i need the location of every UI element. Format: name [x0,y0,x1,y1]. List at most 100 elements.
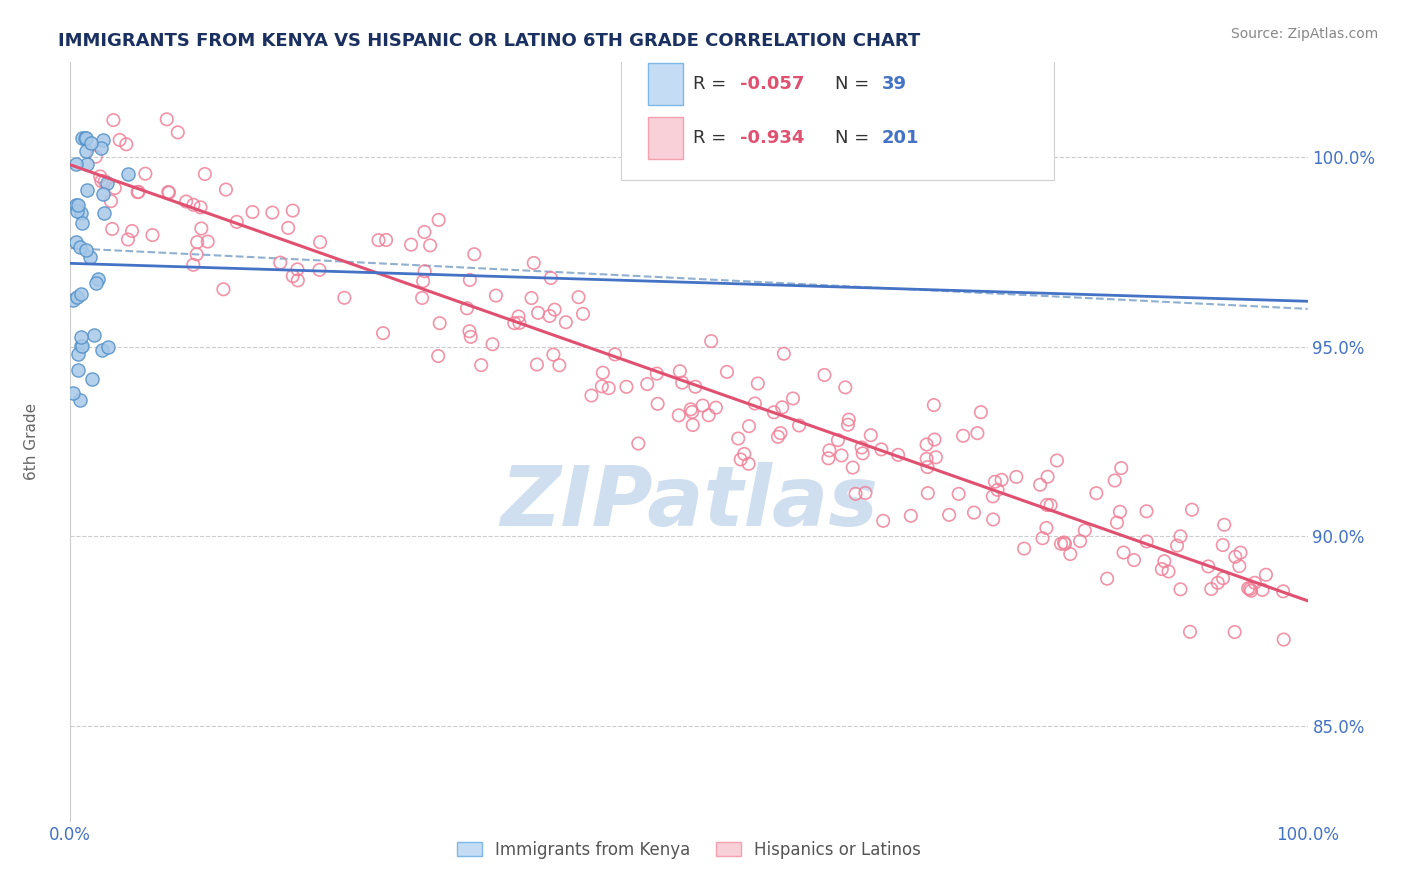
Point [309,235,332,250]
Point [1112,545,1135,559]
Point [69,240,91,254]
Point [1212,571,1234,585]
Text: R =: R = [693,129,731,147]
Point [1199,582,1222,596]
Point [1012,541,1035,556]
Point [603,347,626,361]
Point [80,136,103,150]
Point [215,183,238,197]
Point [598,381,620,395]
Text: IMMIGRANTS FROM KENYA VS HISPANIC OR LATINO 6TH GRADE CORRELATION CHART: IMMIGRANTS FROM KENYA VS HISPANIC OR LAT… [58,32,920,50]
Point [1223,625,1246,640]
Point [84,150,107,164]
Point [769,426,792,441]
Point [287,273,309,287]
Point [186,235,208,249]
Point [375,233,398,247]
Point [108,133,131,147]
Point [429,316,451,330]
Point [96,176,118,190]
Point [66,203,89,218]
Point [567,290,589,304]
Point [485,288,508,302]
Point [458,324,481,338]
Point [463,247,485,261]
Point [548,358,571,372]
Point [399,237,422,252]
Point [572,307,595,321]
Point [730,452,752,467]
Point [1085,486,1108,500]
Point [938,508,960,522]
Point [87,271,110,285]
Point [411,291,433,305]
Point [948,487,970,501]
Point [704,401,727,415]
Point [636,377,658,392]
Point [69,287,91,301]
Point [104,181,127,195]
Point [716,365,738,379]
Point [700,334,723,348]
Point [770,401,793,415]
Point [827,433,849,447]
Point [333,291,356,305]
Point [75,131,97,145]
FancyBboxPatch shape [648,117,683,159]
Point [834,380,856,394]
Point [1036,498,1059,512]
Point [738,419,761,434]
Point [668,409,690,423]
Point [1053,535,1076,549]
Text: 39: 39 [882,75,907,93]
Point [367,233,389,247]
Point [70,338,93,352]
Point [197,235,219,249]
Point [924,433,946,447]
Point [70,131,93,145]
Point [101,222,124,236]
Y-axis label: 6th Grade: 6th Grade [24,403,39,480]
Point [1251,582,1274,597]
Point [1170,582,1192,597]
Point [1005,470,1028,484]
Point [837,417,859,432]
Point [669,364,692,378]
Point [75,144,97,158]
Point [427,213,450,227]
Point [1212,538,1234,552]
Point [127,185,149,199]
Point [69,205,91,219]
Point [75,243,97,257]
Point [981,512,1004,526]
Point [91,133,114,147]
Point [817,451,839,466]
Point [91,343,114,357]
Point [157,185,180,199]
Point [852,446,875,460]
Point [157,186,180,200]
Text: N =: N = [835,129,875,147]
Point [981,489,1004,503]
Point [427,349,450,363]
Point [543,302,565,317]
Point [813,368,835,382]
Point [592,366,614,380]
Point [1053,537,1076,551]
Point [1213,517,1236,532]
FancyBboxPatch shape [648,63,683,105]
Point [127,185,149,199]
Point [181,258,204,272]
Point [526,358,548,372]
Point [134,167,156,181]
Text: N =: N = [835,75,875,93]
Point [727,432,749,446]
Point [62,386,84,401]
Point [186,247,208,261]
Point [80,372,103,386]
Point [308,263,330,277]
Point [76,157,98,171]
Point [1123,553,1146,567]
Point [97,340,120,354]
Point [831,449,853,463]
